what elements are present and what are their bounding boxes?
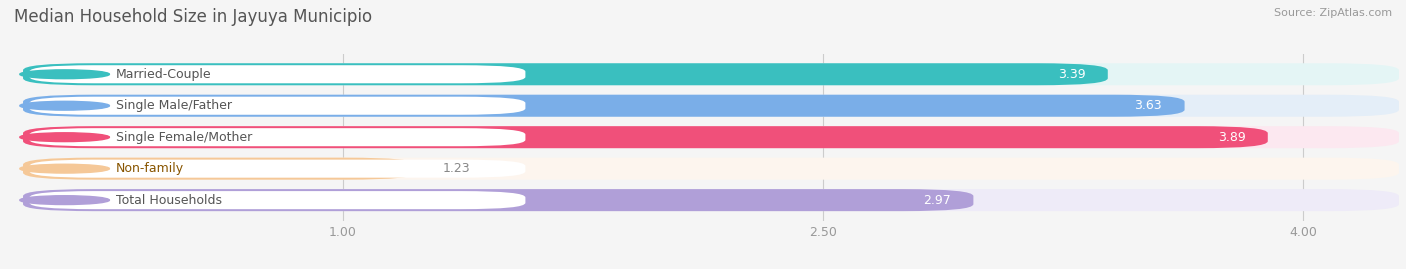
FancyBboxPatch shape [22, 63, 1399, 85]
FancyBboxPatch shape [22, 95, 1185, 117]
FancyBboxPatch shape [22, 95, 1399, 117]
Circle shape [20, 101, 110, 110]
FancyBboxPatch shape [30, 191, 526, 209]
Text: Married-Couple: Married-Couple [115, 68, 211, 81]
Text: Median Household Size in Jayuya Municipio: Median Household Size in Jayuya Municipi… [14, 8, 373, 26]
Text: 3.39: 3.39 [1057, 68, 1085, 81]
FancyBboxPatch shape [30, 97, 526, 115]
FancyBboxPatch shape [22, 158, 416, 180]
FancyBboxPatch shape [22, 63, 1108, 85]
Text: Single Male/Father: Single Male/Father [115, 99, 232, 112]
Text: Source: ZipAtlas.com: Source: ZipAtlas.com [1274, 8, 1392, 18]
Circle shape [20, 164, 110, 173]
Text: 1.23: 1.23 [443, 162, 470, 175]
FancyBboxPatch shape [22, 158, 1399, 180]
Circle shape [20, 70, 110, 79]
FancyBboxPatch shape [30, 160, 526, 178]
FancyBboxPatch shape [30, 65, 526, 83]
Text: Single Female/Mother: Single Female/Mother [115, 131, 252, 144]
Circle shape [20, 196, 110, 204]
Text: 2.97: 2.97 [924, 194, 950, 207]
FancyBboxPatch shape [30, 128, 526, 146]
Text: 3.89: 3.89 [1218, 131, 1246, 144]
FancyBboxPatch shape [22, 126, 1399, 148]
Text: 3.63: 3.63 [1135, 99, 1163, 112]
Circle shape [20, 133, 110, 141]
Text: Non-family: Non-family [115, 162, 184, 175]
FancyBboxPatch shape [22, 189, 1399, 211]
Text: Total Households: Total Households [115, 194, 222, 207]
FancyBboxPatch shape [22, 189, 973, 211]
FancyBboxPatch shape [22, 126, 1268, 148]
